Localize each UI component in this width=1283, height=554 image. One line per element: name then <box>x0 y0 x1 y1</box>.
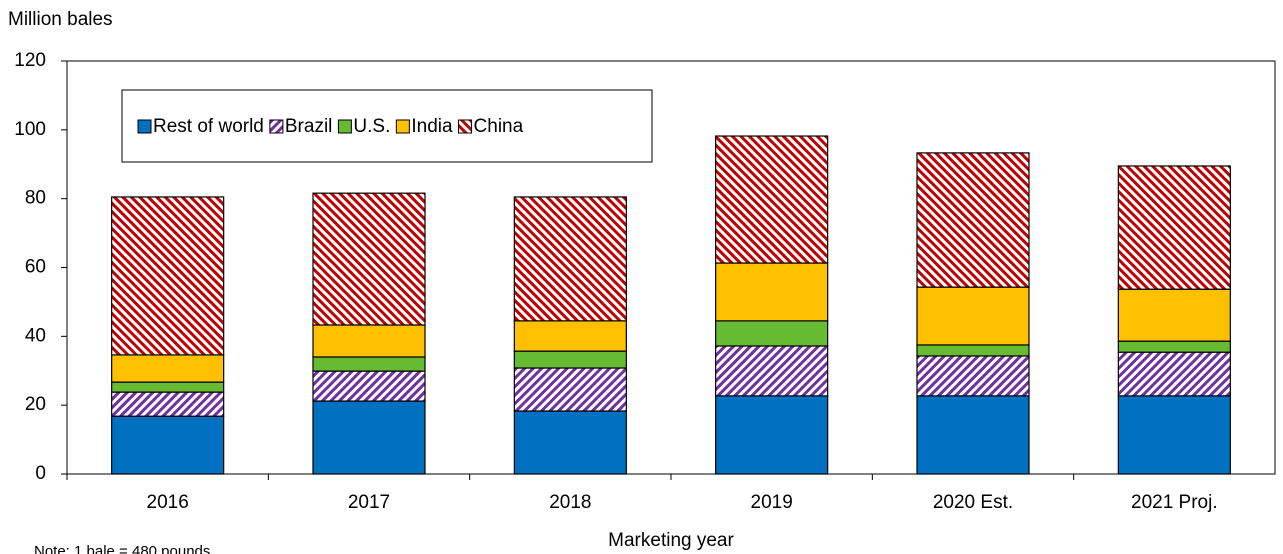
bar-segment <box>513 320 627 352</box>
y-tick-label: 40 <box>25 325 46 346</box>
bar-segment <box>513 196 627 322</box>
bar-segment <box>916 286 1030 346</box>
y-tick-label: 80 <box>25 188 46 209</box>
legend-swatch <box>137 119 152 134</box>
x-tick-label: 2020 Est. <box>933 492 1013 513</box>
legend-box <box>121 89 653 163</box>
legend-swatch <box>458 119 473 134</box>
bar-segment <box>111 381 225 393</box>
legend-label: U.S. <box>353 116 390 137</box>
x-tick-label: 2016 <box>147 492 189 513</box>
bar-segment <box>312 324 426 358</box>
y-tick-label: 0 <box>35 463 46 484</box>
legend-label: India <box>411 116 453 137</box>
bar-segment <box>513 367 627 412</box>
x-tick-label: 2018 <box>549 492 591 513</box>
bar-segment <box>312 192 426 326</box>
bar-segment <box>513 350 627 369</box>
x-tick-label: 2019 <box>751 492 793 513</box>
bar-segment <box>111 415 225 475</box>
bar-segment <box>1117 395 1231 475</box>
bar-segment <box>715 320 829 347</box>
bar-segment <box>1117 340 1231 353</box>
x-tick-label: 2017 <box>348 492 390 513</box>
bar-segment <box>715 345 829 397</box>
bar-segment <box>312 356 426 372</box>
bar-segment <box>1117 288 1231 342</box>
legend-swatch <box>337 119 352 134</box>
bar-segment <box>312 400 426 475</box>
legend-swatch <box>269 119 284 134</box>
x-tick-label: 2021 Proj. <box>1131 492 1218 513</box>
bar-segment <box>1117 351 1231 397</box>
bar-segment <box>715 262 829 322</box>
legend: Rest of world Brazil U.S. India China <box>137 116 524 137</box>
legend-label: China <box>474 116 524 137</box>
bar-segment <box>715 395 829 475</box>
bar-segment <box>1117 165 1231 290</box>
legend-label: Brazil <box>285 116 333 137</box>
y-tick-label: 120 <box>14 50 46 71</box>
bar-segment <box>111 196 225 356</box>
legend-label: Rest of world <box>153 116 264 137</box>
bar-segment <box>513 410 627 475</box>
y-tick-label: 60 <box>25 257 46 278</box>
x-axis-label: Marketing year <box>608 530 734 551</box>
bar-segment <box>916 395 1030 475</box>
bar-segment <box>111 391 225 417</box>
y-tick-label: 20 <box>25 394 46 415</box>
legend-swatch <box>395 119 410 134</box>
note: Note: 1 bale = 480 pounds <box>34 543 210 554</box>
y-axis-label: Million bales <box>8 9 113 30</box>
y-tick-label: 100 <box>14 119 46 140</box>
bar-segment <box>916 355 1030 397</box>
bar-segment <box>715 135 829 264</box>
bar-segment <box>312 370 426 402</box>
bar-segment <box>111 354 225 383</box>
bar-segment <box>916 152 1030 288</box>
bar-segment <box>916 344 1030 357</box>
